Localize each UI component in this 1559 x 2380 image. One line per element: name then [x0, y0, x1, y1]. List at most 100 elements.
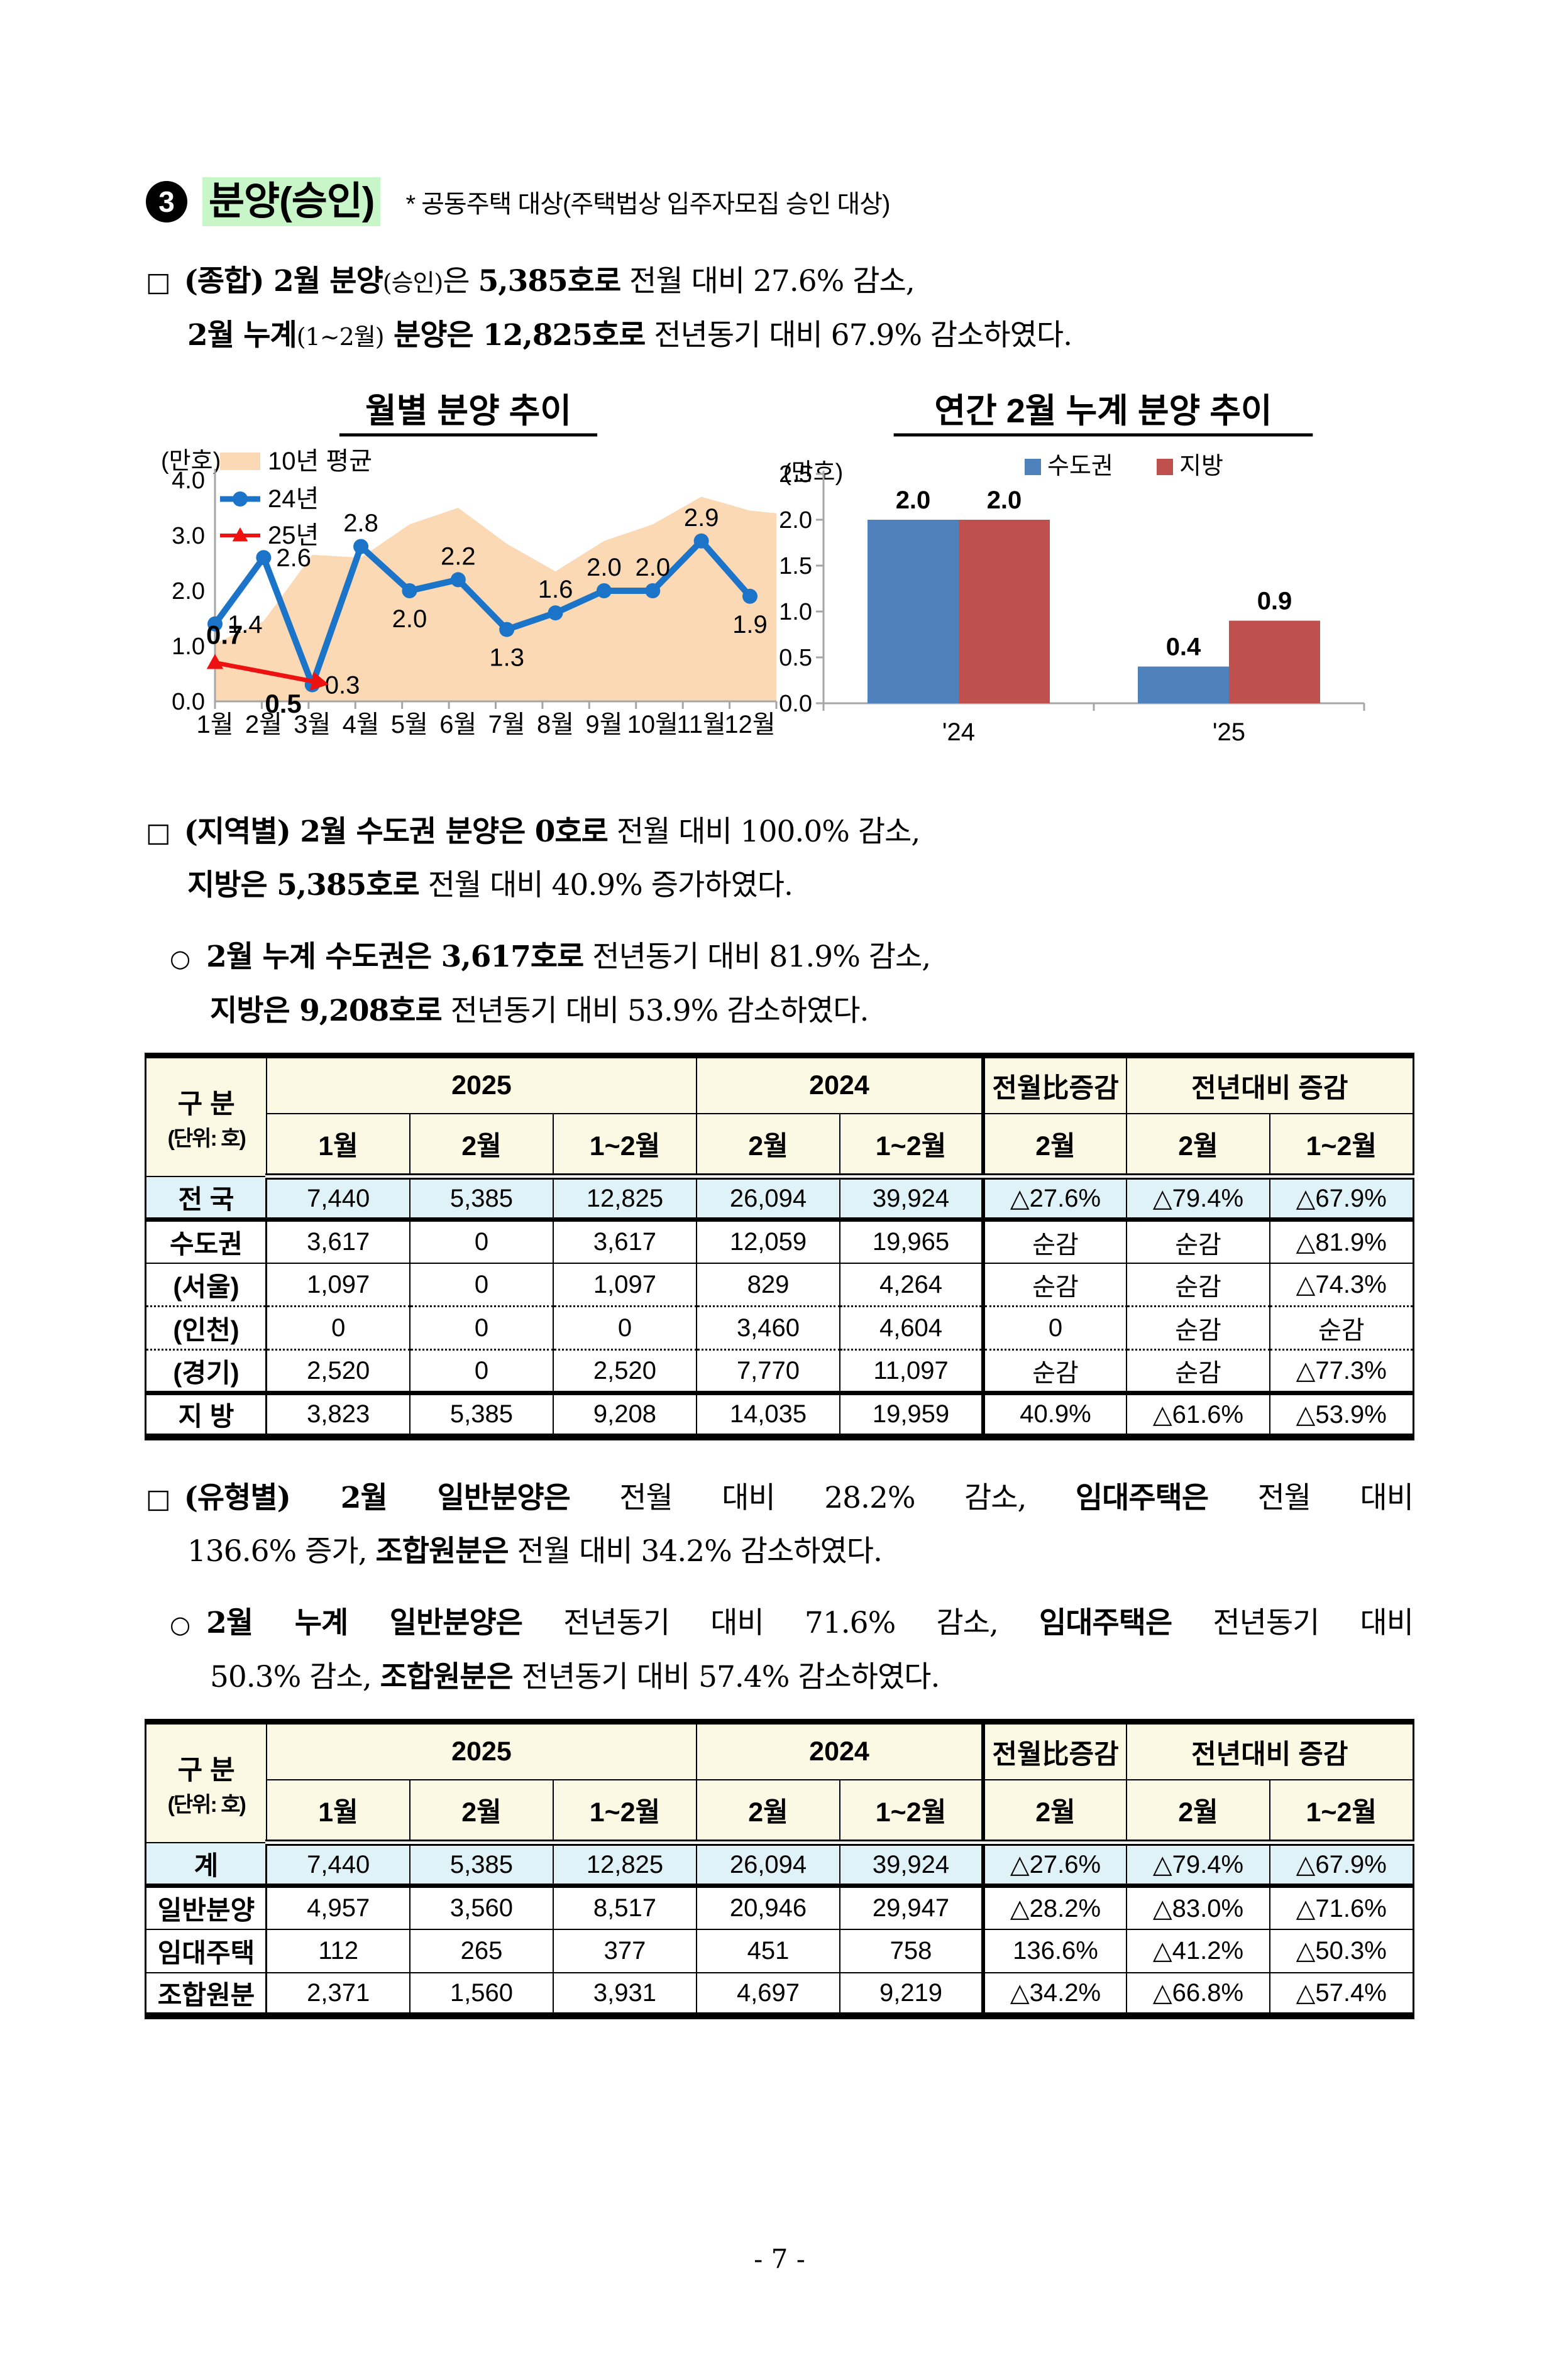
chart-element: [214, 661, 320, 685]
chart-title: 연간 2월 누계 분양 추이: [893, 392, 1313, 437]
table-header-cell: 구 분 (단위: 호): [145, 1055, 267, 1177]
table-header-cell: 1월: [265, 1779, 410, 1846]
text-run: 임대주택은: [1039, 1606, 1172, 1641]
table-cell: △77.3%: [1269, 1349, 1414, 1396]
chart-element: [499, 622, 515, 637]
table-cell: 26,094: [696, 1842, 840, 1889]
text-run: 전년동기 대비 67.9% 감소하였다.: [645, 318, 1072, 353]
text-run: 분양은 12,825호로: [383, 318, 646, 353]
table-row: 계 7,440 5,385 12,825 26,094 39,924 △27.6% △79.4…: [145, 1842, 1414, 1889]
table-row: (경기) 2,520 0 2,520 7,770 11,097 순감 순감 △77.3%: [145, 1349, 1414, 1396]
series-2024: 1.4 2.6 0.3 2.8 2.0 2.2 1.3 1.6 2.0 2.0 2.9 1.9: [207, 504, 768, 699]
text-run: 2월 누계 일반분양은: [206, 1606, 523, 1641]
table-cell: 26,094: [696, 1176, 840, 1222]
table-header-cell: 1~2월: [839, 1779, 984, 1846]
table-header-cell: 2월: [1126, 1113, 1270, 1180]
data-label: 2.0: [896, 486, 931, 514]
x-tick-label: 6월: [439, 711, 477, 738]
data-label: 2.6: [276, 545, 311, 573]
text-run: 전월 대비: [1208, 1481, 1414, 1516]
table-header-cell: 2024: [695, 1055, 984, 1114]
y-axis-unit-label: (만호): [783, 459, 843, 486]
text-run: 은: [443, 264, 478, 299]
chart-element: [220, 452, 260, 471]
x-tick-label: 2월: [245, 711, 282, 738]
table-header-cell: (경기): [145, 1349, 268, 1396]
table-header-cell: 1~2월: [839, 1113, 984, 1180]
chart-element: [693, 534, 709, 549]
paragraph-line: 지방은 9,208호로 전년동기 대비 53.9% 감소하였다.: [170, 985, 1413, 1038]
monthly-trend-chart-svg: 월별 분양 추이 (만호) 0.0 1.0 2.0 3.0 4.0 1월 2월 3월 4월 5월 6월 7…: [161, 392, 778, 738]
y-tick-label: 2.5: [780, 461, 812, 488]
bar: [1229, 620, 1320, 704]
chart-element: 지방: [1179, 453, 1223, 480]
region-table: 구 분 (단위: 호) 2025 2024 전월比증감 전년대비 증감 1월 2월 1~2월 2월…: [145, 1053, 1414, 1441]
text-run: 전년동기 대비 71.6% 감소,: [522, 1606, 1039, 1641]
table-cell: 112: [265, 1929, 410, 1973]
data-label: 1.6: [538, 576, 573, 604]
table-header-cell: 1~2월: [1269, 1779, 1414, 1846]
text-run: (지역별) 2월 수도권 분양은 0호로: [184, 814, 609, 850]
table-cell: 451: [696, 1929, 840, 1973]
text-run: 전월 대비 28.2% 감소,: [570, 1481, 1076, 1516]
table-header-cell: 지 방: [145, 1393, 268, 1437]
data-label: 2.9: [684, 504, 719, 532]
table-cell: 14,035: [696, 1393, 840, 1437]
y-tick-label: 3.0: [172, 523, 205, 549]
table-cell: 0: [409, 1219, 553, 1264]
table-header-cell: 전년대비 증감: [1126, 1055, 1414, 1114]
table-header-cell: 전월比증감: [981, 1721, 1127, 1780]
table-cell: △28.2%: [981, 1885, 1127, 1930]
table-cell: 3,617: [265, 1219, 410, 1264]
table-row: (인천) 0 0 0 3,460 4,604 0 순감 순감: [145, 1306, 1414, 1351]
text-run: (종합) 2월 분양: [184, 264, 383, 299]
table-cell: 12,825: [552, 1176, 697, 1222]
table-cell: △41.2%: [1126, 1929, 1270, 1973]
monthly-trend-chart: 월별 분양 추이 (만호) 0.0 1.0 2.0 3.0 4.0 1월 2월 3월 4월 5월 6월 7…: [157, 386, 780, 769]
table-header-cell: 계: [145, 1842, 268, 1889]
table-header-cell: 전 국: [145, 1176, 268, 1222]
table-cell: △83.0%: [1126, 1885, 1270, 1930]
table-cell: 136.6%: [981, 1929, 1127, 1973]
table-cell: 3,823: [265, 1393, 410, 1437]
y-axis-unit-label: (만호): [161, 448, 221, 474]
text-run: 전년동기 대비 53.9% 감소하였다.: [441, 994, 869, 1029]
chart-element: [353, 539, 369, 554]
table-row: 조합원분 2,371 1,560 3,931 4,697 9,219 △34.2% △66.8…: [145, 1972, 1414, 2016]
table-cell: 순감: [1269, 1306, 1414, 1351]
chart-element: [548, 605, 563, 621]
bar: [1138, 666, 1229, 704]
paragraph-region-cumulative: ○ 2월 누계 수도권은 3,617호로 전년동기 대비 81.9% 감소, 지방은…: [146, 931, 1413, 1038]
list-marker-icon: □: [146, 1483, 171, 1515]
table-cell: 265: [409, 1929, 553, 1973]
table-header-cell: 2월: [409, 1113, 553, 1180]
table-cell: 8,517: [552, 1885, 697, 1930]
text-run: 전년동기 대비 81.9% 감소,: [583, 940, 931, 975]
table-cell: 11,097: [839, 1349, 984, 1396]
table-cell: △79.4%: [1126, 1842, 1270, 1889]
table-cell: △66.8%: [1126, 1972, 1270, 2016]
y-tick-label: 2.0: [172, 578, 205, 605]
paragraph-line: 136.6% 증가, 조합원분은 전월 대비 34.2% 감소하였다.: [146, 1525, 1413, 1578]
table-header-cell: (서울): [145, 1263, 268, 1308]
text-run: 전월 대비 27.6% 감소,: [620, 264, 915, 299]
chart-element: [1025, 459, 1041, 476]
table-cell: 19,959: [839, 1393, 984, 1437]
table-cell: △61.6%: [1126, 1393, 1270, 1437]
table-cell: 7,440: [265, 1176, 410, 1222]
table-header-cell: 1월: [265, 1113, 410, 1180]
table-cell: △79.4%: [1126, 1176, 1270, 1222]
text-run: (1~2월): [296, 323, 385, 351]
table-cell: 순감: [981, 1349, 1127, 1396]
paragraph-line: 2월 누계(1~2월) 분양은 12,825호로 전년동기 대비 67.9% 감…: [146, 309, 1413, 363]
data-label: 2.0: [987, 486, 1022, 514]
table-cell: 4,604: [839, 1306, 984, 1351]
table-row: 구 분 (단위: 호) 2025 2024 전월比증감 전년대비 증감: [145, 1055, 1414, 1177]
chart-element: [450, 572, 466, 588]
paragraph-line: 지방은 5,385호로 전월 대비 40.9% 증가하였다.: [146, 859, 1413, 912]
table-cell: 순감: [1126, 1349, 1270, 1396]
x-tick-label: '24: [942, 718, 975, 746]
table-row: 임대주택 112 265 377 451 758 136.6% △41.2% △50.3%: [145, 1929, 1414, 1973]
table-row: 구 분 (단위: 호) 2025 2024 전월比증감 전년대비 증감: [145, 1721, 1414, 1843]
table-cell: 5,385: [409, 1393, 553, 1437]
